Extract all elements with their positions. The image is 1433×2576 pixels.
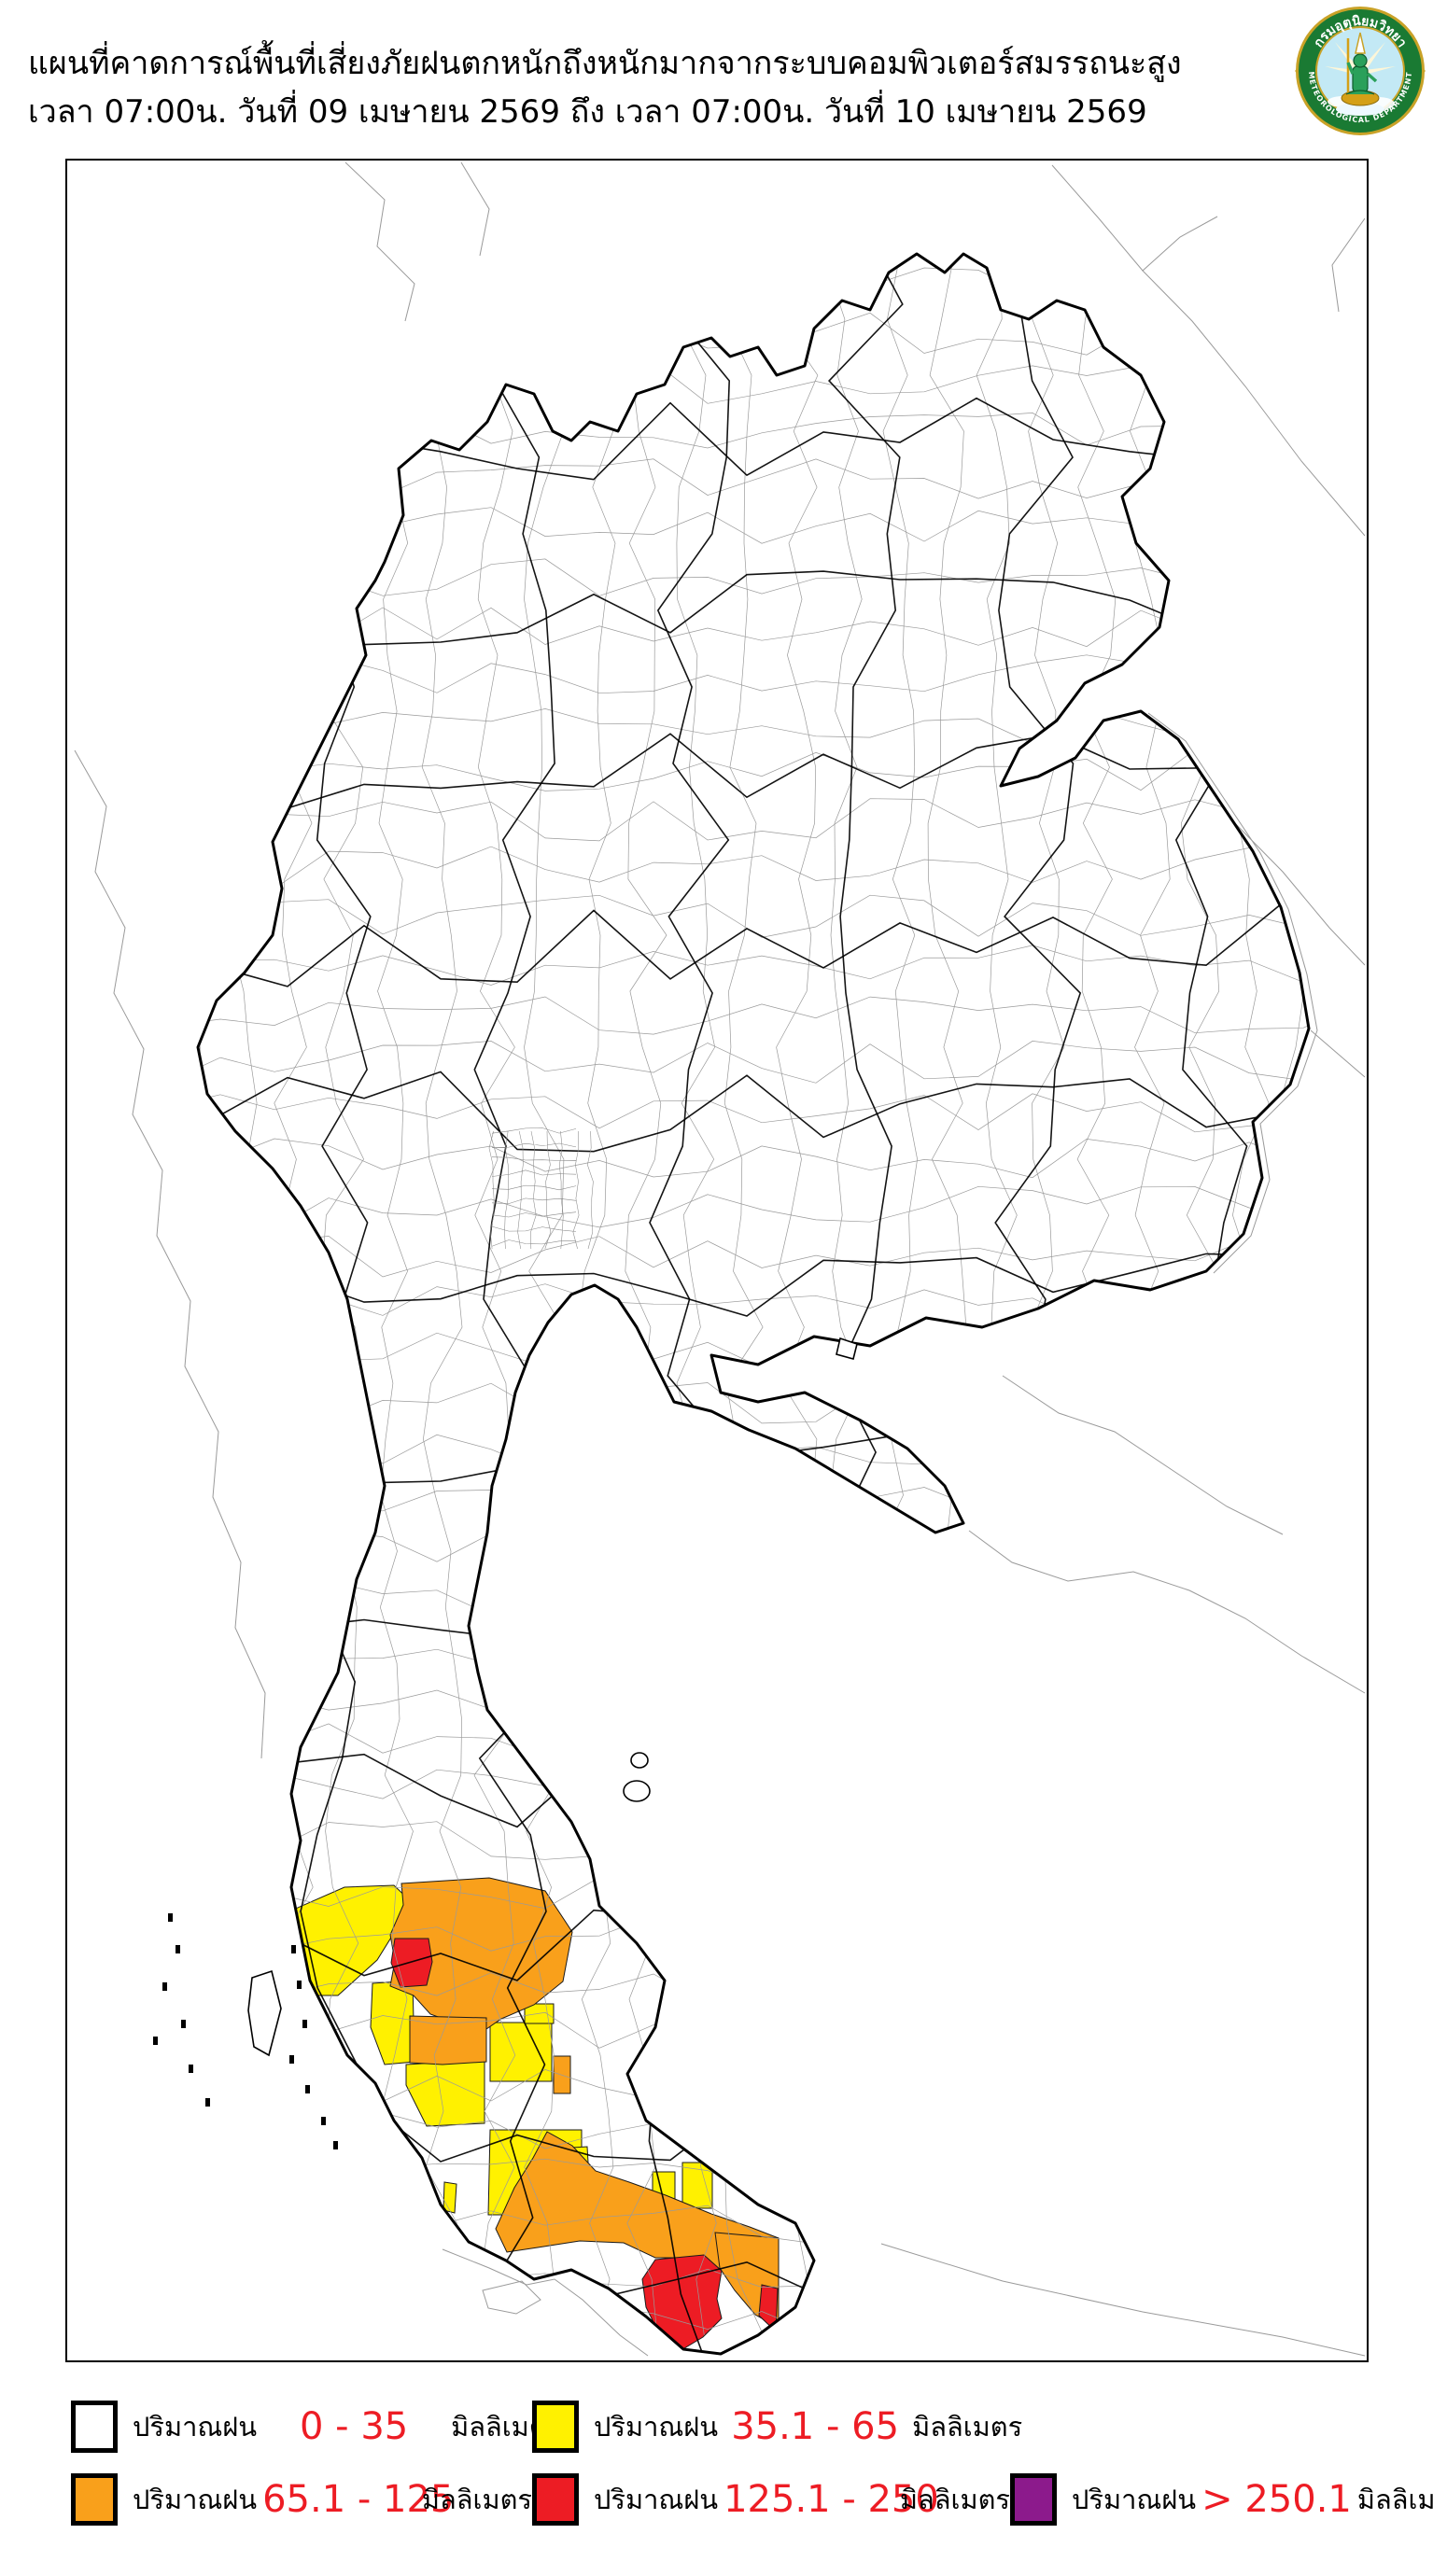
province-boundaries-v: [198, 254, 1249, 2354]
legend-swatch-orange: [71, 2473, 118, 2526]
meteorological-department-logo: กรมอุตุนิยมวิทยา METEOROLOGICAL DEPARTME…: [1294, 5, 1426, 137]
legend-label: ปริมาณฝน: [133, 2484, 258, 2515]
legend-item-35-65: ปริมาณฝน 35.1 - 65 มิลลิเมตร: [532, 2401, 1022, 2453]
department-seal-icon: กรมอุตุนิยมวิทยา METEOROLOGICAL DEPARTME…: [1295, 7, 1426, 135]
legend-range: 35.1 - 65: [731, 2405, 900, 2448]
rainfall-risk-regions: [290, 1877, 780, 2352]
legend-range: 0 - 35: [300, 2405, 409, 2448]
islands: [153, 1337, 858, 2149]
legend-row-1: ปริมาณฝน 0 - 35 มิลลิเมตร ปริมาณฝน 35.1 …: [71, 2397, 1022, 2457]
legend-swatch-yellow: [532, 2401, 579, 2453]
thailand-outline: [196, 252, 1311, 2356]
legend-item-65-125: ปริมาณฝน 65.1 - 125 มิลลิเมตร: [71, 2473, 532, 2526]
legend-unit: มิลลิเมตร: [899, 2484, 1010, 2515]
legend-unit: มิลลิเมตร: [912, 2411, 1023, 2443]
legend-label: ปริมาณฝน: [133, 2411, 258, 2443]
legend-item-125-250: ปริมาณฝน 125.1 - 250 มิลลิเมตร: [532, 2473, 1010, 2526]
thailand-rainfall-map: [74, 161, 1366, 2357]
map-title-line1: แผนที่คาดการณ์พื้นที่เสี่ยงภัยฝนตกหนักถึ…: [28, 45, 1182, 82]
legend-unit: มิลลิเมตร: [421, 2484, 532, 2515]
neighbor-borders: [74, 161, 1366, 2357]
header: แผนที่คาดการณ์พื้นที่เสี่ยงภัยฝนตกหนักถึ…: [28, 39, 1279, 136]
legend-swatch-red: [532, 2473, 579, 2526]
legend-label: ปริมาณฝน: [594, 2484, 719, 2515]
legend-label: ปริมาณฝน: [1072, 2484, 1197, 2515]
legend-range: 125.1 - 250: [724, 2478, 939, 2521]
legend-row-2: ปริมาณฝน 65.1 - 125 มิลลิเมตร ปริมาณฝน 1…: [71, 2470, 1433, 2529]
legend-item-over-250: ปริมาณฝน > 250.1 มิลลิเมตร: [1010, 2473, 1433, 2526]
legend-range: 65.1 - 125: [262, 2478, 455, 2521]
legend-swatch-purple: [1010, 2473, 1057, 2526]
map-title-line2: เวลา 07:00น. วันที่ 09 เมษายน 2569 ถึง เ…: [28, 93, 1147, 131]
legend-unit: มิลลิเมตร: [1356, 2484, 1433, 2515]
forecast-map: [65, 159, 1369, 2362]
legend-item-0-35: ปริมาณฝน 0 - 35 มิลลิเมตร: [71, 2401, 561, 2453]
seal-deity-figure: [1341, 32, 1380, 106]
legend-range: > 250.1: [1201, 2478, 1352, 2521]
legend-swatch-white: [71, 2401, 118, 2453]
bangkok-district-cluster: [488, 1127, 594, 1250]
legend-label: ปริมาณฝน: [594, 2411, 719, 2443]
